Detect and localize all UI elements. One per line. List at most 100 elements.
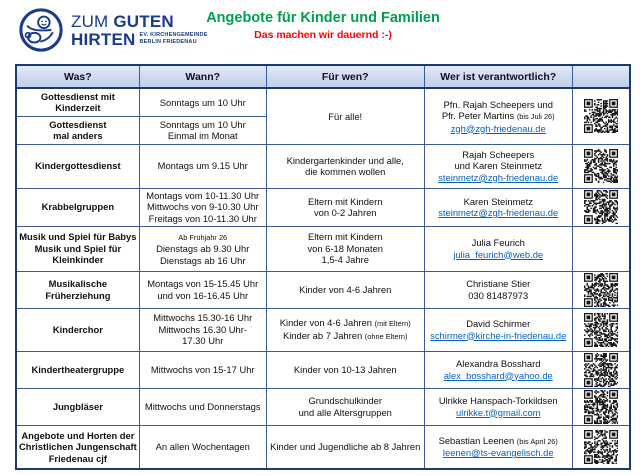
qr-code <box>583 312 618 347</box>
cell-line: Eltern mit Kindern <box>269 231 422 243</box>
audience-cell: Kinder von 4-6 Jahren (mit Eltern) Kinder… <box>265 307 425 352</box>
cell-text: Jungbläser <box>52 400 103 412</box>
cell-line: die kommen wollen <box>269 166 422 178</box>
email-link[interactable]: steinmetz@zgh-friedenau.de <box>438 207 559 218</box>
cell-line: Grundschulkinder <box>269 395 422 407</box>
cell-text: Ulrikke Hanspach-Torkildsen <box>438 395 558 406</box>
cell-text: Sebastian Leenen <box>438 434 517 446</box>
table-row: Gottesdienst mit Kinderzeit Sonntags um 10… <box>15 87 631 145</box>
email-link[interactable]: zgh@zgh-friedenau.de <box>450 122 546 134</box>
activity-cell: Kinderchor <box>15 307 140 352</box>
cell-text: Kinder und Jugendliche ab 8 Jahren <box>270 441 421 452</box>
table-row: Musikalische Früherziehung Montags von 15-… <box>15 270 631 309</box>
cell-line: Montags von 15-15.45 Uhr <box>142 278 264 290</box>
cell-line: Kindertheatergruppe <box>19 364 137 376</box>
cell-text: Kindergartenkinder und alle, <box>286 154 404 166</box>
offers-table-body: Gottesdienst mit Kinderzeit Sonntags um 10… <box>15 87 631 470</box>
cell-line: Musik und Spiel für Babys <box>19 231 137 243</box>
logo-text-zum: ZUM <box>71 11 109 31</box>
cell-text: Montags vom 10-11.30 Uhr <box>146 189 260 201</box>
qr-cell <box>571 143 631 189</box>
cell-text: die kommen wollen <box>305 166 386 177</box>
table-row: Gottesdienst mal anders Sonntags um 10 Uhr… <box>15 115 630 145</box>
cell-text: 17.30 Uhr <box>182 335 224 347</box>
cell-line: ulrikke.t@gmail.com <box>427 407 570 419</box>
cell-line: Dienstags ab 16 Uhr <box>142 255 264 267</box>
cell-text: Ab Frühjahr 26 <box>178 232 228 242</box>
cell-line: Mittwochs 16.30 Uhr- <box>142 324 264 336</box>
cell-line: Kindergottesdienst <box>19 160 137 172</box>
cell-text: Alexandra Bosshard <box>456 358 541 369</box>
cell-text: Christlichen Jungenschaft <box>19 441 137 452</box>
schedule-cell: An allen Wochentagen <box>138 424 267 470</box>
activity-cell: Angebote und Horten der Christlichen Jung… <box>15 424 140 470</box>
cell-text: (bis Juli 26) <box>516 112 555 121</box>
cell-line: schirmer@kirche-in-friedenau.de <box>427 330 570 342</box>
schedule-cell: Montags vom 10-11.30 Uhr Mittwochs von 9-… <box>138 187 267 227</box>
cell-text: (ohne Eltern) <box>364 331 408 341</box>
cell-line: Sebastian Leenen (bis April 26) <box>427 435 570 448</box>
cell-text: 030 81487973 <box>468 289 529 301</box>
table-row: Jungbläser Mittwochs und Donnerstags Grund… <box>15 387 631 426</box>
cell-text: Einmal im Monat <box>167 130 238 141</box>
email-link[interactable]: steinmetz@zgh-friedenau.de <box>438 171 559 183</box>
cell-line: Karen Steinmetz <box>427 196 570 208</box>
qr-code <box>583 272 618 307</box>
cell-text: Kindergottesdienst <box>35 160 121 172</box>
cell-line: von 6-18 Monaten <box>269 243 422 255</box>
cell-text: Musik und Spiel für <box>34 242 122 254</box>
cell-text: Mittwochs von 9-10.30 Uhr <box>146 201 259 213</box>
cell-text: und von 16-16.45 Uhr <box>157 289 249 301</box>
cell-line: steinmetz@zgh-friedenau.de <box>427 207 570 219</box>
email-link[interactable]: leenen@ts-evangelisch.de <box>442 447 554 459</box>
email-link[interactable]: ulrikke.t@gmail.com <box>455 406 541 418</box>
cell-text: David Schirmer <box>466 318 531 329</box>
table-row: Kindergottesdienst Montags um 9.15 Uhr Kin… <box>15 143 631 189</box>
page-subtitle: Das machen wir dauernd :-) <box>254 29 392 41</box>
cell-line: Kleinkinder <box>19 254 137 266</box>
column-header-fuer-wen: Für wen? <box>265 64 425 89</box>
audience-cell: Kinder und Jugendliche ab 8 Jahren <box>265 424 425 470</box>
cell-text: Kinderzeit <box>55 102 101 114</box>
qr-cell <box>571 307 631 352</box>
cell-line: Kinderzeit <box>19 102 137 114</box>
cell-line: und alle Altersgruppen <box>269 407 422 419</box>
cell-line: Rajah Scheepers <box>427 149 570 161</box>
column-header-was: Was? <box>15 64 140 89</box>
cell-line: Kinder von 4-6 Jahren (mit Eltern) <box>269 317 422 330</box>
audience-cell: Eltern mit Kindern von 6-18 Monaten 1,5-4 … <box>265 225 425 272</box>
cell-text: Für alle! <box>328 110 363 122</box>
cell-text: Dienstags ab 16 Uhr <box>160 254 246 266</box>
email-link[interactable]: alex_bosshard@yahoo.de <box>443 369 553 381</box>
cell-text: mal anders <box>53 130 103 141</box>
cell-text: Kinder ab 7 Jahren <box>282 329 365 341</box>
qr-code <box>583 352 618 387</box>
email-link[interactable]: julia_feurich@web.de <box>453 248 544 260</box>
church-logo: ZUM GUTEN HIRTEN EV. KIRCHENGEMEINDE BER… <box>18 7 208 53</box>
contact-cell: Sebastian Leenen (bis April 26) leenen@ts… <box>423 424 573 470</box>
logo-tagline-line2: BERLIN FRIEDENAU <box>139 38 197 45</box>
cell-text: Eltern mit Kindern <box>307 195 383 207</box>
qr-cell <box>571 387 631 426</box>
audience-cell: Kindergartenkinder und alle, die kommen w… <box>265 143 425 189</box>
cell-line: Freitags von 10-11.30 Uhr <box>142 213 264 225</box>
cell-line: Eltern mit Kindern <box>269 196 422 208</box>
title-block: Angebote für Kinder und Familien Das mac… <box>203 10 443 41</box>
cell-line: Ab Frühjahr 26 <box>142 231 264 244</box>
cell-line: Kinder von 10-13 Jahren <box>269 364 422 376</box>
cell-line: Kinder ab 7 Jahren (ohne Eltern) <box>269 330 422 343</box>
cell-line: Mittwochs von 9-10.30 Uhr <box>142 201 264 213</box>
cell-text: Mittwochs 15.30-16 Uhr <box>153 312 253 324</box>
activity-cell: Jungbläser <box>15 387 140 426</box>
cell-line: leenen@ts-evangelisch.de <box>427 447 570 459</box>
cell-text: Kinder von 4-6 Jahren <box>279 317 375 328</box>
cell-line: von 0-2 Jahren <box>269 207 422 219</box>
audience-cell: Grundschulkinder und alle Altersgruppen <box>265 387 425 426</box>
cell-line: Musik und Spiel für <box>19 243 137 255</box>
cell-line: Mittwochs von 15-17 Uhr <box>142 364 264 376</box>
cell-line: Angebote und Horten der <box>19 430 137 442</box>
cell-line: Ulrikke Hanspach-Torkildsen <box>427 395 570 407</box>
cell-line: Mittwochs 15.30-16 Uhr <box>142 312 264 324</box>
table-row: Kindertheatergruppe Mittwochs von 15-17 U… <box>15 350 631 389</box>
email-link[interactable]: schirmer@kirche-in-friedenau.de <box>430 329 567 341</box>
